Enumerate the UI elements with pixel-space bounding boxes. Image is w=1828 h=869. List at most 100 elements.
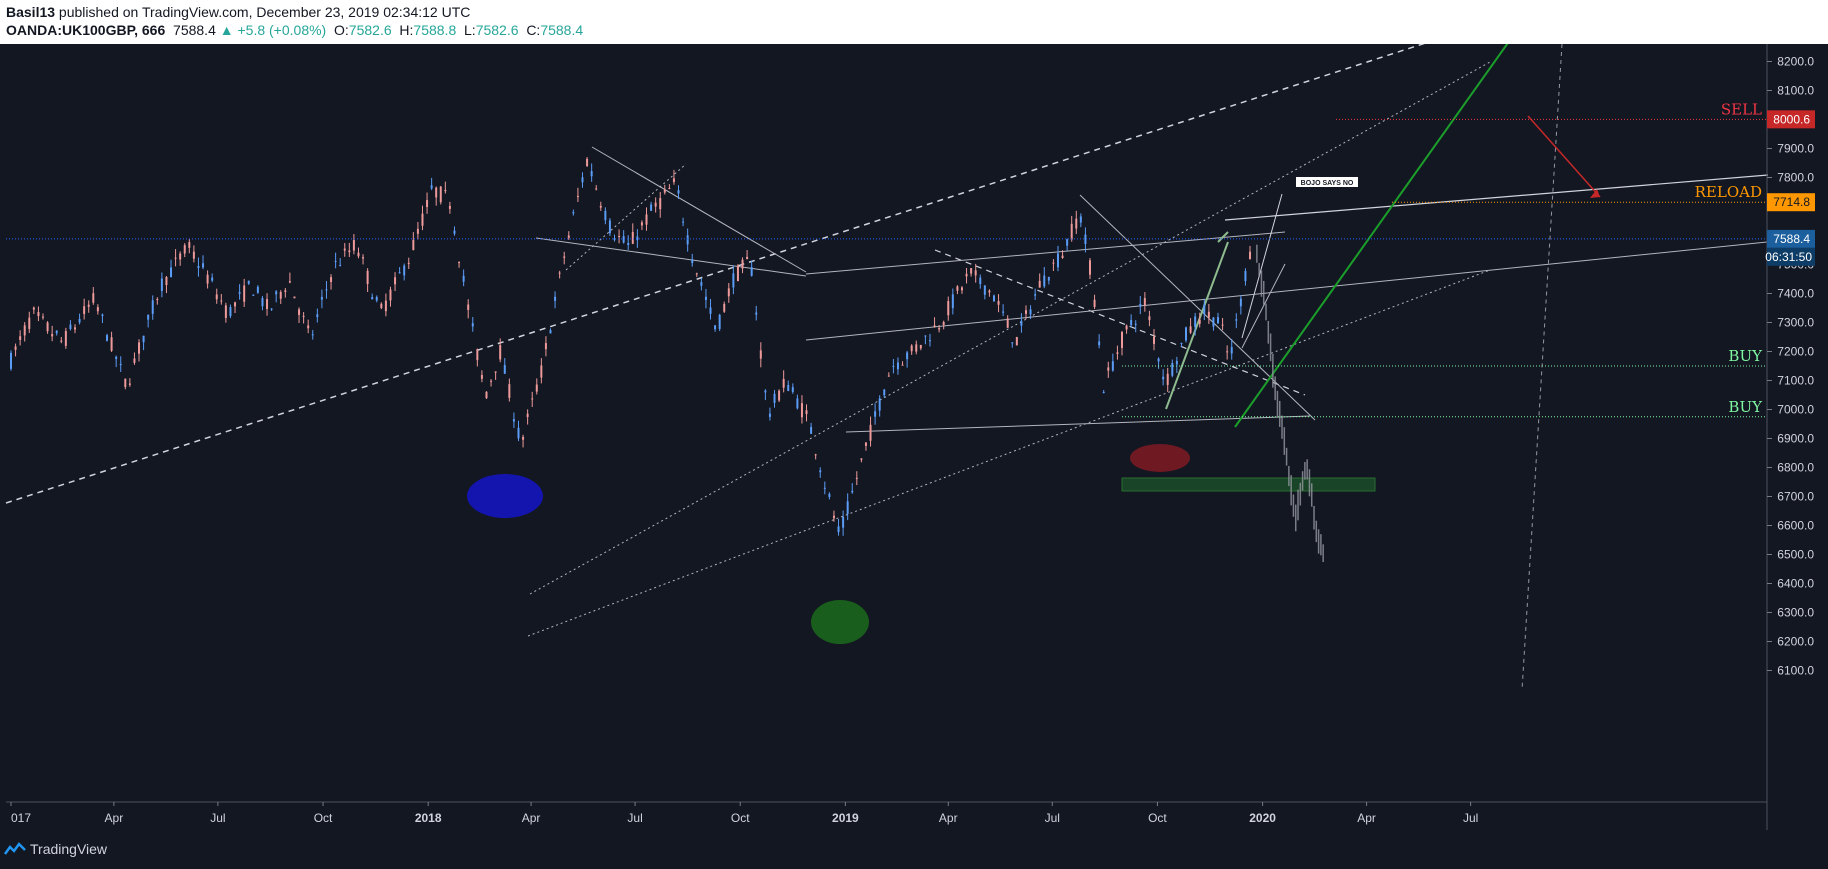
candle-body [366, 270, 369, 285]
candle-body [211, 277, 214, 281]
trendline[interactable] [805, 241, 1768, 341]
tradingview-brand[interactable]: TradingView [30, 841, 108, 857]
candle-body [558, 272, 561, 274]
candle-body [142, 335, 145, 343]
candle-body [480, 375, 483, 379]
author-name[interactable]: Basil13 [6, 4, 56, 20]
candle-body [746, 256, 749, 260]
candle-body [563, 256, 566, 258]
candle-body [576, 195, 579, 198]
candle-body [1189, 326, 1192, 333]
candle-body [371, 297, 374, 300]
candle-body [234, 302, 237, 307]
candle-body [750, 267, 753, 276]
level-label-buy: BUY [1728, 347, 1763, 365]
trendline[interactable] [535, 237, 807, 277]
candle-body [1116, 352, 1119, 354]
candle-body [1239, 298, 1242, 307]
candle-body [1111, 361, 1114, 371]
candle-body [860, 458, 863, 460]
candle-body [1153, 336, 1155, 344]
buy-zone-rect[interactable] [1121, 477, 1376, 492]
candle-body [604, 210, 607, 221]
channel-dashed-line[interactable] [5, 44, 1435, 504]
trendline[interactable] [805, 231, 1286, 275]
levels-layer: SELL RELOAD BUY BUY [6, 100, 1767, 418]
trendline[interactable] [845, 415, 1311, 433]
symbol-name[interactable]: OANDA:UK100GBP, 666 [6, 22, 166, 38]
price-axis[interactable]: 8200.08100.08000.07900.07800.07700.07600… [1767, 55, 1814, 678]
candle-body [238, 292, 241, 294]
trendline[interactable] [1224, 174, 1769, 221]
candle-body [572, 212, 575, 214]
annotation-box[interactable] [1296, 177, 1358, 187]
candle-body [160, 278, 163, 292]
projection-trendline[interactable] [1234, 44, 1510, 428]
trendline[interactable] [591, 146, 807, 273]
candle-body [586, 158, 589, 166]
low-highlight-ellipse[interactable] [1130, 444, 1190, 472]
y-tick-label: 6900.0 [1777, 432, 1814, 446]
candle-body [1093, 299, 1096, 307]
candle-body [1166, 373, 1169, 385]
x-tick-label: Oct [1148, 811, 1167, 825]
candle-body [1120, 332, 1123, 348]
candle-body [1185, 327, 1188, 341]
y-tick-label: 6700.0 [1777, 490, 1814, 504]
projection-arrow[interactable] [1165, 241, 1229, 410]
candle-body [1221, 324, 1224, 326]
candle-body [467, 304, 470, 310]
candle-body [1198, 319, 1201, 324]
sell-arrow[interactable] [1527, 115, 1601, 198]
low-highlight-ellipse[interactable] [467, 474, 543, 518]
candle-body [51, 334, 54, 337]
candle-body [1203, 304, 1206, 314]
candle-body [380, 303, 383, 309]
candle-body [1029, 309, 1032, 315]
candle-body [416, 228, 419, 234]
candle-body [919, 344, 922, 349]
candle-body [791, 387, 794, 392]
candle-body [1024, 310, 1027, 314]
countdown-value: 06:31:50 [1765, 250, 1812, 264]
candle-body [352, 240, 355, 251]
level-label-sell: SELL [1721, 100, 1762, 118]
trendline[interactable] [1241, 193, 1283, 339]
candle-body [316, 314, 319, 317]
trendline[interactable] [565, 163, 687, 271]
price-change: ▲ +5.8 (+0.08%) [219, 22, 327, 38]
candle-body [778, 390, 781, 401]
candle-body [1070, 223, 1073, 240]
x-tick-label: Apr [939, 811, 958, 825]
candle-body [1194, 316, 1197, 327]
projection-arrow[interactable] [1217, 231, 1229, 243]
price-chart[interactable]: BOJO SAYS NO SELL RELOAD BUY BUY 8200.0 8100… [0, 44, 1828, 830]
current-price-tag[interactable] [1767, 229, 1815, 248]
candle-body [394, 277, 397, 285]
candle-body [384, 300, 387, 312]
candle-body [956, 286, 959, 291]
candle-body [732, 273, 735, 288]
candle-body [928, 340, 931, 342]
candle-body [435, 187, 438, 198]
vertical-dashed-line[interactable] [1521, 44, 1563, 691]
candle-body [938, 328, 941, 330]
dashed-trendline[interactable] [934, 249, 1306, 396]
candle-body [595, 188, 598, 190]
channel-dotted-line[interactable] [527, 269, 1491, 637]
candle-body [69, 324, 72, 330]
candle-body [512, 419, 515, 422]
x-tick-label: 017 [11, 811, 31, 825]
candle-body [14, 346, 17, 350]
candle-body [869, 424, 872, 441]
candle-body [133, 358, 136, 363]
low-highlight-ellipse[interactable] [811, 600, 869, 644]
trendline[interactable] [1241, 263, 1286, 349]
candle-body [1034, 294, 1037, 296]
candle-body [1130, 319, 1133, 326]
candle-body [348, 250, 351, 253]
time-axis[interactable]: 017 Apr Jul Oct 2018 Apr Jul Oct 2019 Apr Jul Oct 20… [10, 802, 1478, 825]
candle-body [755, 312, 758, 315]
candle-body [1148, 316, 1151, 321]
candle-body [910, 345, 913, 352]
